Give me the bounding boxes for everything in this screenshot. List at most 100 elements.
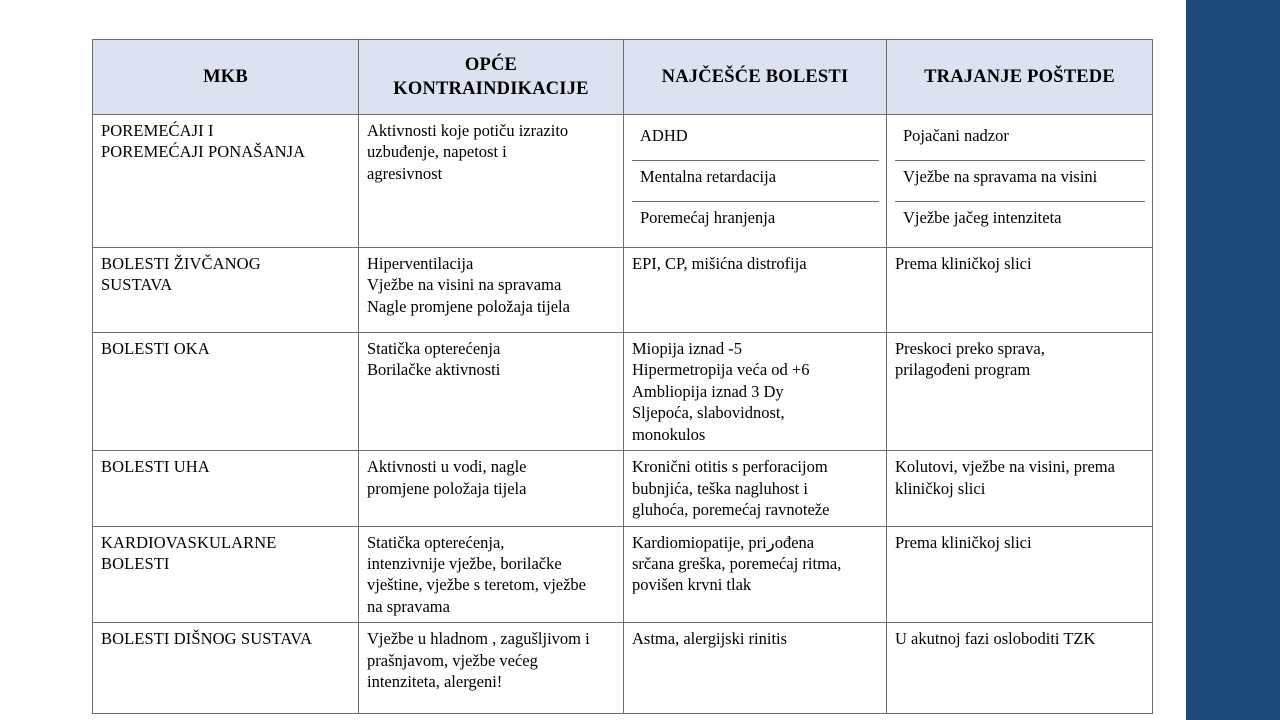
diseases-subtable: ADHD Mentalna retardacija Poremećaj hran… (632, 120, 879, 242)
column-header-trajanje-line-1: TRAJANJE POŠTEDE (924, 66, 1115, 87)
disease-line-1: Kronični otitis s perforacijom (632, 457, 828, 477)
table-row: KARDIOVASKULARNE BOLESTI Statička optere… (92, 525, 1153, 624)
subrow: Pojačani nadzor (895, 120, 1145, 161)
row-category-ear: BOLESTI UHA (92, 450, 359, 527)
disease-line-5: monokulos (632, 424, 706, 444)
row-category-cardiovascular: KARDIOVASKULARNE BOLESTI (92, 525, 359, 624)
right-accent-band (1186, 0, 1280, 720)
row-diseases-eye: Miopija iznad -5 Hipermetropija veća od … (623, 331, 887, 452)
contra-line-2: Vježbe na visini na spravama (367, 275, 562, 295)
column-header-najcesce-line-1: NAJČEŠĆE BOLESTI (661, 66, 849, 87)
disease-line-2: srčana greška, poremećaj ritma, (632, 553, 842, 573)
row-category-line-1: BOLESTI OKA (101, 339, 210, 358)
disease-line-3: Ambliopija iznad 3 Dy (632, 381, 784, 401)
row-diseases-nervous-system: EPI, CP, mišićna distrofija (623, 247, 887, 333)
disease-mentalna-retardacija: Mentalna retardacija (632, 160, 879, 202)
row-rest-cardiovascular: Prema kliničkoj slici (886, 525, 1153, 624)
subrow: Poremećaj hranjenja (632, 202, 879, 243)
rest-line-1: U akutnoj fazi osloboditi TZK (895, 629, 1096, 649)
disease-line-3: povišen krvni tlak (632, 575, 752, 595)
row-diseases-respiratory: Astma, alergijski rinitis (623, 622, 887, 715)
contra-line-3: Nagle promjene položaja tijela (367, 296, 570, 316)
column-header-opce-line-1: OPĆE (464, 54, 518, 75)
row-diseases-ear: Kronični otitis s perforacijom bubnjića,… (623, 450, 887, 527)
column-header-opce-line-2: KONTRAINDIKACIJE (393, 79, 589, 99)
contra-line-1: Aktivnosti u vodi, nagle (367, 457, 527, 477)
contraindications-table-wrapper: MKB OPĆE KONTRAINDIKACIJE NAJČEŠĆE BOLES… (92, 39, 1153, 715)
row-category-line-1: POREMEĆAJI I (101, 121, 214, 140)
row-diseases-cardiovascular: Kardiomiopatije, priرođena srčana greška… (623, 525, 887, 624)
row-contraindications-cardiovascular: Statička opterećenja, intenzivnije vježb… (358, 525, 624, 624)
row-category-behaviour: POREMEĆAJI I POREMEĆAJI PONAŠANJA (92, 114, 359, 248)
contra-line-3: vještine, vježbe s teretom, vježbe (367, 575, 586, 595)
row-category-line-1: BOLESTI DIŠNOG SUSTAVA (101, 629, 313, 649)
rest-line-1: Prema kliničkoj slici (895, 532, 1032, 552)
disease-line-1: Miopija iznad -5 (632, 339, 742, 358)
row-contraindications-nervous-system: Hiperventilacija Vježbe na visini na spr… (358, 247, 624, 333)
contra-line-2: prašnjavom, vježbe većeg (367, 650, 538, 670)
rest-line-1: Prema kliničkoj slici (895, 254, 1032, 273)
subrow: Mentalna retardacija (632, 160, 879, 202)
rest-line-2: kliničkoj slici (895, 478, 986, 498)
rest-subtable: Pojačani nadzor Vježbe na spravama na vi… (895, 120, 1145, 242)
contra-line-2: promjene položaja tijela (367, 478, 527, 498)
rest-line-1: Preskoci preko sprava, (895, 339, 1045, 358)
contra-line-3: intenziteta, alergeni! (367, 672, 503, 692)
row-rest-ear: Kolutovi, vježbe na visini, prema klinič… (886, 450, 1153, 527)
disease-line-1: Kardiomiopatije, priرođena (632, 532, 815, 552)
table-row: POREMEĆAJI I POREMEĆAJI PONAŠANJA Aktivn… (92, 114, 1153, 248)
column-header-trajanje-postede: TRAJANJE POŠTEDE (886, 39, 1153, 115)
column-header-opce-kontraindikacije: OPĆE KONTRAINDIKACIJE (358, 39, 624, 115)
disease-line-1: Astma, alergijski rinitis (632, 629, 788, 649)
disease-line-2: bubnjića, teška nagluhost i (632, 478, 808, 498)
subrow: Vježbe na spravama na visini (895, 160, 1145, 202)
disease-poremecaj-hranjenja: Poremećaj hranjenja (640, 208, 776, 227)
row-diseases-behaviour: ADHD Mentalna retardacija Poremećaj hran… (623, 114, 887, 248)
contra-line-1: Aktivnosti koje potiču izrazito (367, 121, 569, 140)
table-row: BOLESTI OKA Statička opterećenja Borilač… (92, 331, 1153, 452)
contra-line-2: intenzivnije vježbe, borilačke (367, 553, 562, 573)
rest-line-2: prilagođeni program (895, 360, 1031, 380)
row-category-line-1: BOLESTI UHA (101, 457, 210, 477)
disease-line-3: gluhoća, poremećaj ravnoteže (632, 500, 830, 520)
row-rest-nervous-system: Prema kliničkoj slici (886, 247, 1153, 333)
rest-vjezbe-jaceg-intenziteta: Vježbe jačeg intenziteta (903, 208, 1062, 227)
contra-line-1: Statička opterećenja, (367, 532, 505, 552)
subrow: Vježbe jačeg intenziteta (895, 202, 1145, 243)
row-category-line-1: KARDIOVASKULARNE (101, 532, 277, 552)
row-category-respiratory: BOLESTI DIŠNOG SUSTAVA (92, 622, 359, 715)
disease-line-1: EPI, CP, mišićna distrofija (632, 254, 807, 273)
row-category-line-2: SUSTAVA (101, 275, 173, 295)
rest-line-1: Kolutovi, vježbe na visini, prema (895, 457, 1115, 477)
contra-line-1: Statička opterećenja (367, 339, 501, 358)
rest-vjezbe-spravama-visini: Vježbe na spravama na visini (895, 160, 1145, 202)
row-contraindications-eye: Statička opterećenja Borilačke aktivnost… (358, 331, 624, 452)
column-header-najcesce-bolesti: NAJČEŠĆE BOLESTI (623, 39, 887, 115)
row-category-eye: BOLESTI OKA (92, 331, 359, 452)
row-category-nervous-system: BOLESTI ŽIVČANOG SUSTAVA (92, 247, 359, 333)
contra-line-1: Hiperventilacija (367, 254, 474, 273)
row-rest-eye: Preskoci preko sprava, prilagođeni progr… (886, 331, 1153, 452)
row-contraindications-behaviour: Aktivnosti koje potiču izrazito uzbuđenj… (358, 114, 624, 248)
row-category-line-2: BOLESTI (101, 553, 170, 573)
rest-pojacani-nadzor: Pojačani nadzor (895, 120, 1145, 161)
row-contraindications-respiratory: Vježbe u hladnom , zagušljivom i prašnja… (358, 622, 624, 715)
row-category-line-1: BOLESTI ŽIVČANOG (101, 254, 261, 273)
contra-line-4: na spravama (367, 596, 450, 616)
disease-adhd: ADHD (632, 120, 879, 161)
table-row: BOLESTI ŽIVČANOG SUSTAVA Hiperventilacij… (92, 247, 1153, 333)
contra-line-2: uzbuđenje, napetost i (367, 142, 507, 162)
column-header-mkb: MKB (92, 39, 359, 115)
disease-line-4: Sljepoća, slabovidnost, (632, 403, 785, 423)
row-rest-respiratory: U akutnoj fazi osloboditi TZK (886, 622, 1153, 715)
row-category-line-2: POREMEĆAJI PONAŠANJA (101, 142, 306, 162)
disease-line-2: Hipermetropija veća od +6 (632, 360, 810, 380)
contra-line-2: Borilačke aktivnosti (367, 360, 501, 380)
subrow: ADHD (632, 120, 879, 161)
contra-line-3: agresivnost (367, 163, 443, 183)
table-row: BOLESTI DIŠNOG SUSTAVA Vježbe u hladnom … (92, 622, 1153, 715)
contraindications-table: MKB OPĆE KONTRAINDIKACIJE NAJČEŠĆE BOLES… (92, 39, 1153, 715)
table-row: BOLESTI UHA Aktivnosti u vodi, nagle pro… (92, 450, 1153, 527)
contra-line-1: Vježbe u hladnom , zagušljivom i (367, 629, 590, 649)
column-header-mkb-line-1: MKB (203, 66, 248, 87)
